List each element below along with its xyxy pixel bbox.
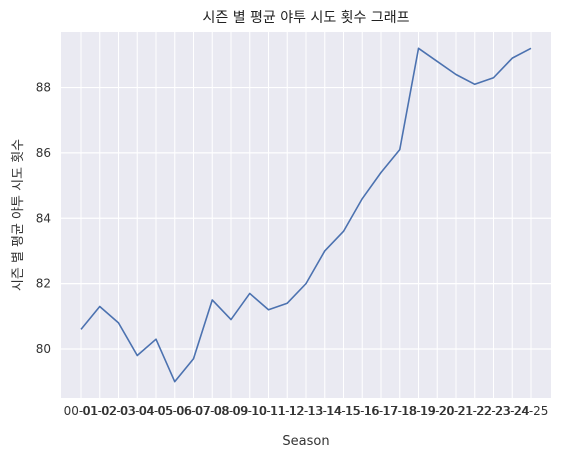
y-tick-label: 80 (36, 342, 51, 356)
x-tick-label: 16-17 (364, 404, 399, 418)
x-tick-label: 18-19 (401, 404, 436, 418)
x-tick-label: 08-09 (214, 404, 249, 418)
x-tick-label: 20-21 (439, 404, 474, 418)
x-tick-label: 03-04 (120, 404, 155, 418)
x-tick-labels: 00-0101-0202-0303-0404-0505-0606-0707-08… (64, 404, 549, 418)
x-tick-label: 00-01 (64, 404, 99, 418)
series-layer (80, 47, 532, 383)
x-axis-title: Season (282, 434, 329, 449)
x-tick-label: 23-24 (495, 404, 530, 418)
y-axis-title: 시즌 별 평균 야투 시도 횟수 (11, 139, 26, 291)
y-tick-label: 86 (36, 146, 51, 160)
x-tick-label: 15-16 (345, 404, 380, 418)
y-tick-label: 82 (36, 277, 51, 291)
grid-lines (61, 32, 551, 398)
y-tick-labels: 80 82 84 86 88 (36, 81, 51, 356)
y-tick-label: 88 (36, 81, 51, 95)
x-tick-label: 10-11 (251, 404, 286, 418)
y-tick-label: 84 (36, 211, 51, 225)
x-tick-label: 01-02 (82, 404, 117, 418)
x-tick-label: 24-25 (514, 404, 549, 418)
x-tick-label: 06-07 (176, 404, 211, 418)
x-tick-label: 05-06 (157, 404, 192, 418)
x-tick-label: 17-18 (382, 404, 417, 418)
x-tick-label: 02-03 (101, 404, 136, 418)
x-tick-label: 09-10 (232, 404, 267, 418)
x-tick-label: 07-08 (195, 404, 230, 418)
series-line (80, 47, 532, 383)
x-tick-label: 19-20 (420, 404, 455, 418)
x-tick-label: 13-14 (307, 404, 342, 418)
chart-title: 시즌 별 평균 야투 시도 횟수 그래프 (202, 10, 409, 26)
x-tick-label: 12-13 (289, 404, 324, 418)
x-tick-label: 04-05 (139, 404, 174, 418)
x-tick-label: 11-12 (270, 404, 305, 418)
x-tick-label: 21-22 (457, 404, 492, 418)
x-tick-label: 22-23 (476, 404, 511, 418)
x-tick-label: 14-15 (326, 404, 361, 418)
